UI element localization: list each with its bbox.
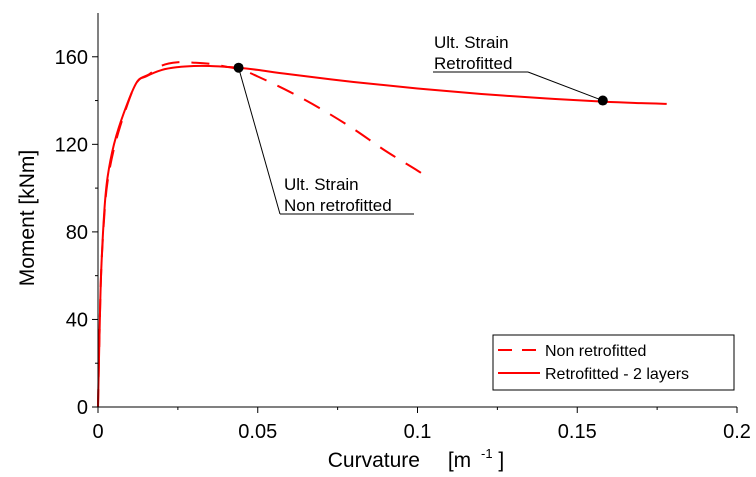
leader-line-retrofitted <box>527 71 603 102</box>
ult-strain-marker-retrofitted <box>597 95 608 106</box>
y-tick-label: 0 <box>77 397 88 419</box>
x-tick-label: 0.05 <box>238 421 277 443</box>
legend-label-retrofitted: Retrofitted - 2 layers <box>545 366 689 383</box>
axes-layer: 0 40 80 120 160 0 0.05 0.1 0.15 0.2 <box>55 13 751 443</box>
annotation-layer: Ult. Strain Non retrofitted Ult. Strain Ret… <box>233 33 608 215</box>
legend: Non retrofitted Retrofitted - 2 layers <box>492 334 735 391</box>
x-axis-unit-suffix: ] <box>498 449 504 472</box>
annotation-line1-retrofitted: Ult. Strain <box>434 33 509 52</box>
annotation-line2-non-retrofitted: Non retrofitted <box>284 196 392 215</box>
y-tick-label: 40 <box>66 309 88 331</box>
x-axis-unit-sup: -1 <box>481 446 493 461</box>
x-tick-label: 0 <box>92 421 103 443</box>
x-tick-label: 0.15 <box>558 421 597 443</box>
x-axis-title-main: Curvature <box>328 449 420 472</box>
annotation-line1-non-retrofitted: Ult. Strain <box>284 175 359 194</box>
x-axis-unit-prefix: [m <box>448 449 471 472</box>
x-tick-label: 0.2 <box>723 421 751 443</box>
x-tick-label: 0.1 <box>404 421 432 443</box>
y-tick-label: 160 <box>55 47 88 69</box>
y-axis-title: Moment [kNm] <box>16 150 39 287</box>
annotation-line2-retrofitted: Retrofitted <box>434 54 512 73</box>
legend-label-non-retrofitted: Non retrofitted <box>545 343 646 360</box>
x-axis-title: Curvature [m -1 ] <box>328 440 504 472</box>
y-tick-label: 80 <box>66 222 88 244</box>
series-layer <box>97 61 667 408</box>
y-tick-label: 120 <box>55 134 88 156</box>
series-line-retrofitted <box>97 64 667 408</box>
series-line-non-retrofitted <box>97 61 428 408</box>
ult-strain-marker-non-retrofitted <box>233 62 244 73</box>
legend-box <box>492 334 735 391</box>
leader-line-non-retrofitted <box>238 67 281 215</box>
